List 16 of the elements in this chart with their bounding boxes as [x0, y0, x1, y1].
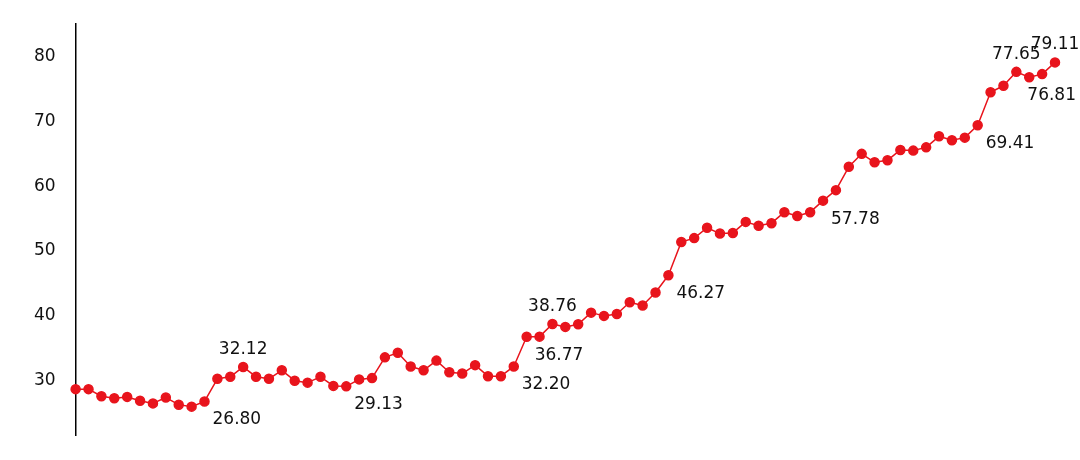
- y-tick-label: 80: [33, 45, 56, 66]
- data-label: 69.41: [985, 132, 1035, 153]
- y-tick-label: 30: [33, 369, 56, 390]
- y-tick-label: 60: [33, 174, 56, 195]
- y-tick-label: 70: [33, 109, 56, 130]
- y-tick-label: 50: [33, 239, 56, 260]
- data-label: 26.80: [212, 408, 262, 429]
- data-label: 32.12: [218, 337, 268, 358]
- data-label: 38.76: [528, 294, 577, 315]
- data-label: 36.77: [534, 343, 584, 364]
- data-label: 76.81: [1027, 84, 1076, 105]
- data-label: 29.13: [354, 393, 403, 414]
- data-label: 57.78: [831, 207, 880, 228]
- data-label: 46.27: [676, 282, 726, 303]
- y-tick-label: 40: [33, 304, 56, 325]
- data-label: 32.20: [521, 373, 571, 394]
